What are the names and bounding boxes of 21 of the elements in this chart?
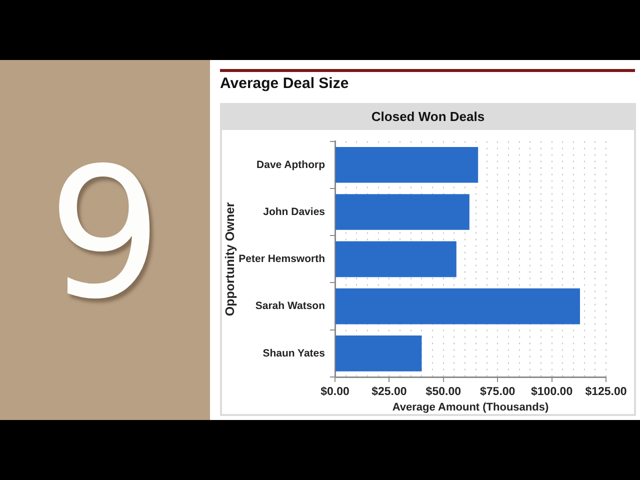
x-tick-label: $75.00 [480, 386, 516, 398]
y-tick-label: Sarah Watson [255, 300, 325, 312]
y-tick-label: Peter Hemsworth [238, 253, 325, 266]
x-tick-label: $100.00 [531, 386, 573, 398]
text: 9 [46, 130, 164, 339]
y-tick-label: Shaun Yates [262, 347, 326, 360]
y-tick-label: John Davies [263, 206, 326, 218]
x-axis-title: Average Amount (Thousands) [392, 401, 549, 414]
y-tick-label: Dave Apthorp [256, 158, 325, 171]
chart-title: Average Deal Size [220, 75, 349, 93]
x-tick-label: $125.00 [585, 386, 627, 398]
bar [336, 241, 456, 278]
y-axis-title: Opportunity Owner [222, 202, 237, 316]
bar [336, 194, 470, 230]
chart-subtitle: Closed Won Deals [370, 108, 486, 126]
x-tick-label: $50.00 [426, 386, 461, 398]
bar [336, 146, 478, 183]
bar [336, 288, 580, 324]
x-tick-label: $0.00 [320, 386, 350, 398]
bar [336, 336, 422, 372]
x-tick-label: $25.00 [372, 386, 407, 398]
